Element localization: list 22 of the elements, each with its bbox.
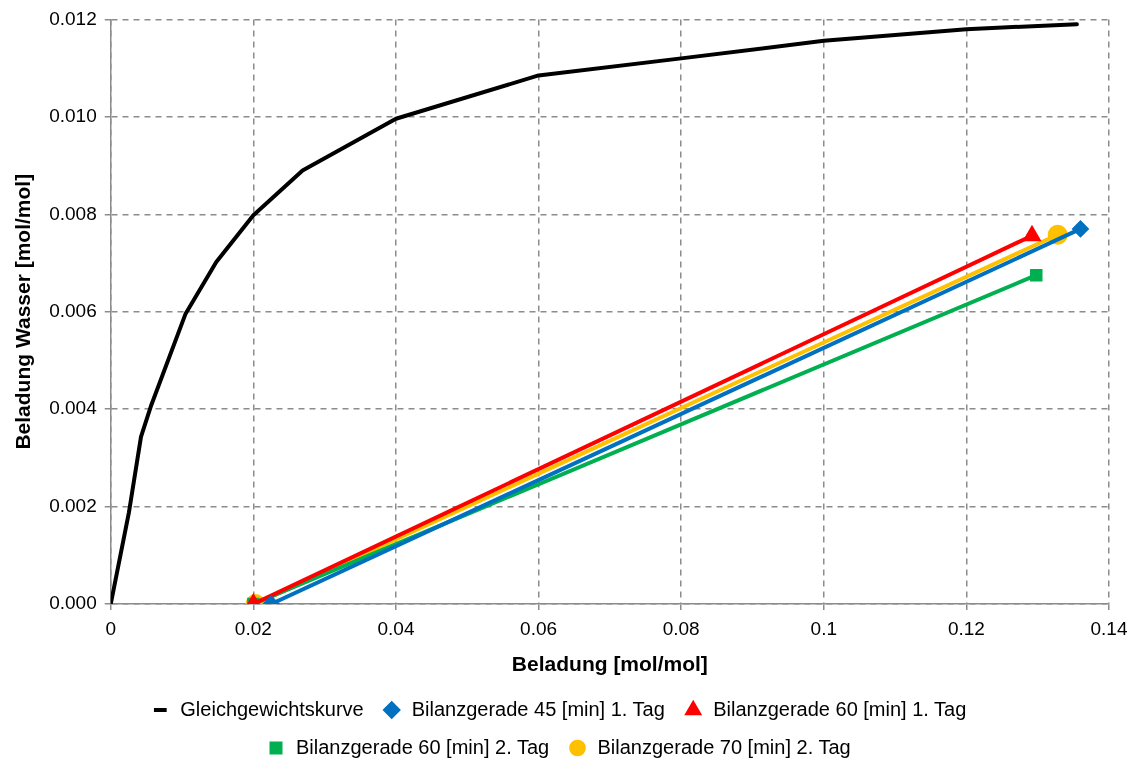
legend-label: Bilanzgerade 60 [min] 2. Tag [296,735,550,758]
x-tick-label: 0.06 [520,617,558,639]
x-tick-label: 0 [105,617,117,639]
y-axis-title: Beladung Wasser [mol/mol] [11,173,35,450]
x-tick-label: 0.1 [810,617,837,639]
x-tick-label: 0.12 [947,617,985,639]
x-tick-label: 0.02 [234,617,272,639]
y-tick-label: 0.000 [49,592,97,614]
y-tick-label: 0.004 [49,397,98,419]
x-axis-title: Beladung [mol/mol] [511,652,708,676]
y-tick-label: 0.008 [49,202,97,224]
y-tick-label: 0.010 [49,105,97,127]
x-tick-label: 0.14 [1090,617,1128,639]
y-tick-label: 0.006 [49,299,97,321]
x-tick-label: 0.08 [662,617,700,639]
x-tick-label: 0.04 [377,617,415,639]
legend-label: Bilanzgerade 70 [min] 2. Tag [597,735,851,758]
y-tick-label: 0.002 [49,494,97,516]
legend-label: Bilanzgerade 60 [min] 1. Tag [713,697,967,720]
legend-label: Gleichgewichtskurve [180,697,364,720]
legend-label: Bilanzgerade 45 [min] 1. Tag [411,697,665,720]
y-tick-label: 0.012 [49,7,97,29]
